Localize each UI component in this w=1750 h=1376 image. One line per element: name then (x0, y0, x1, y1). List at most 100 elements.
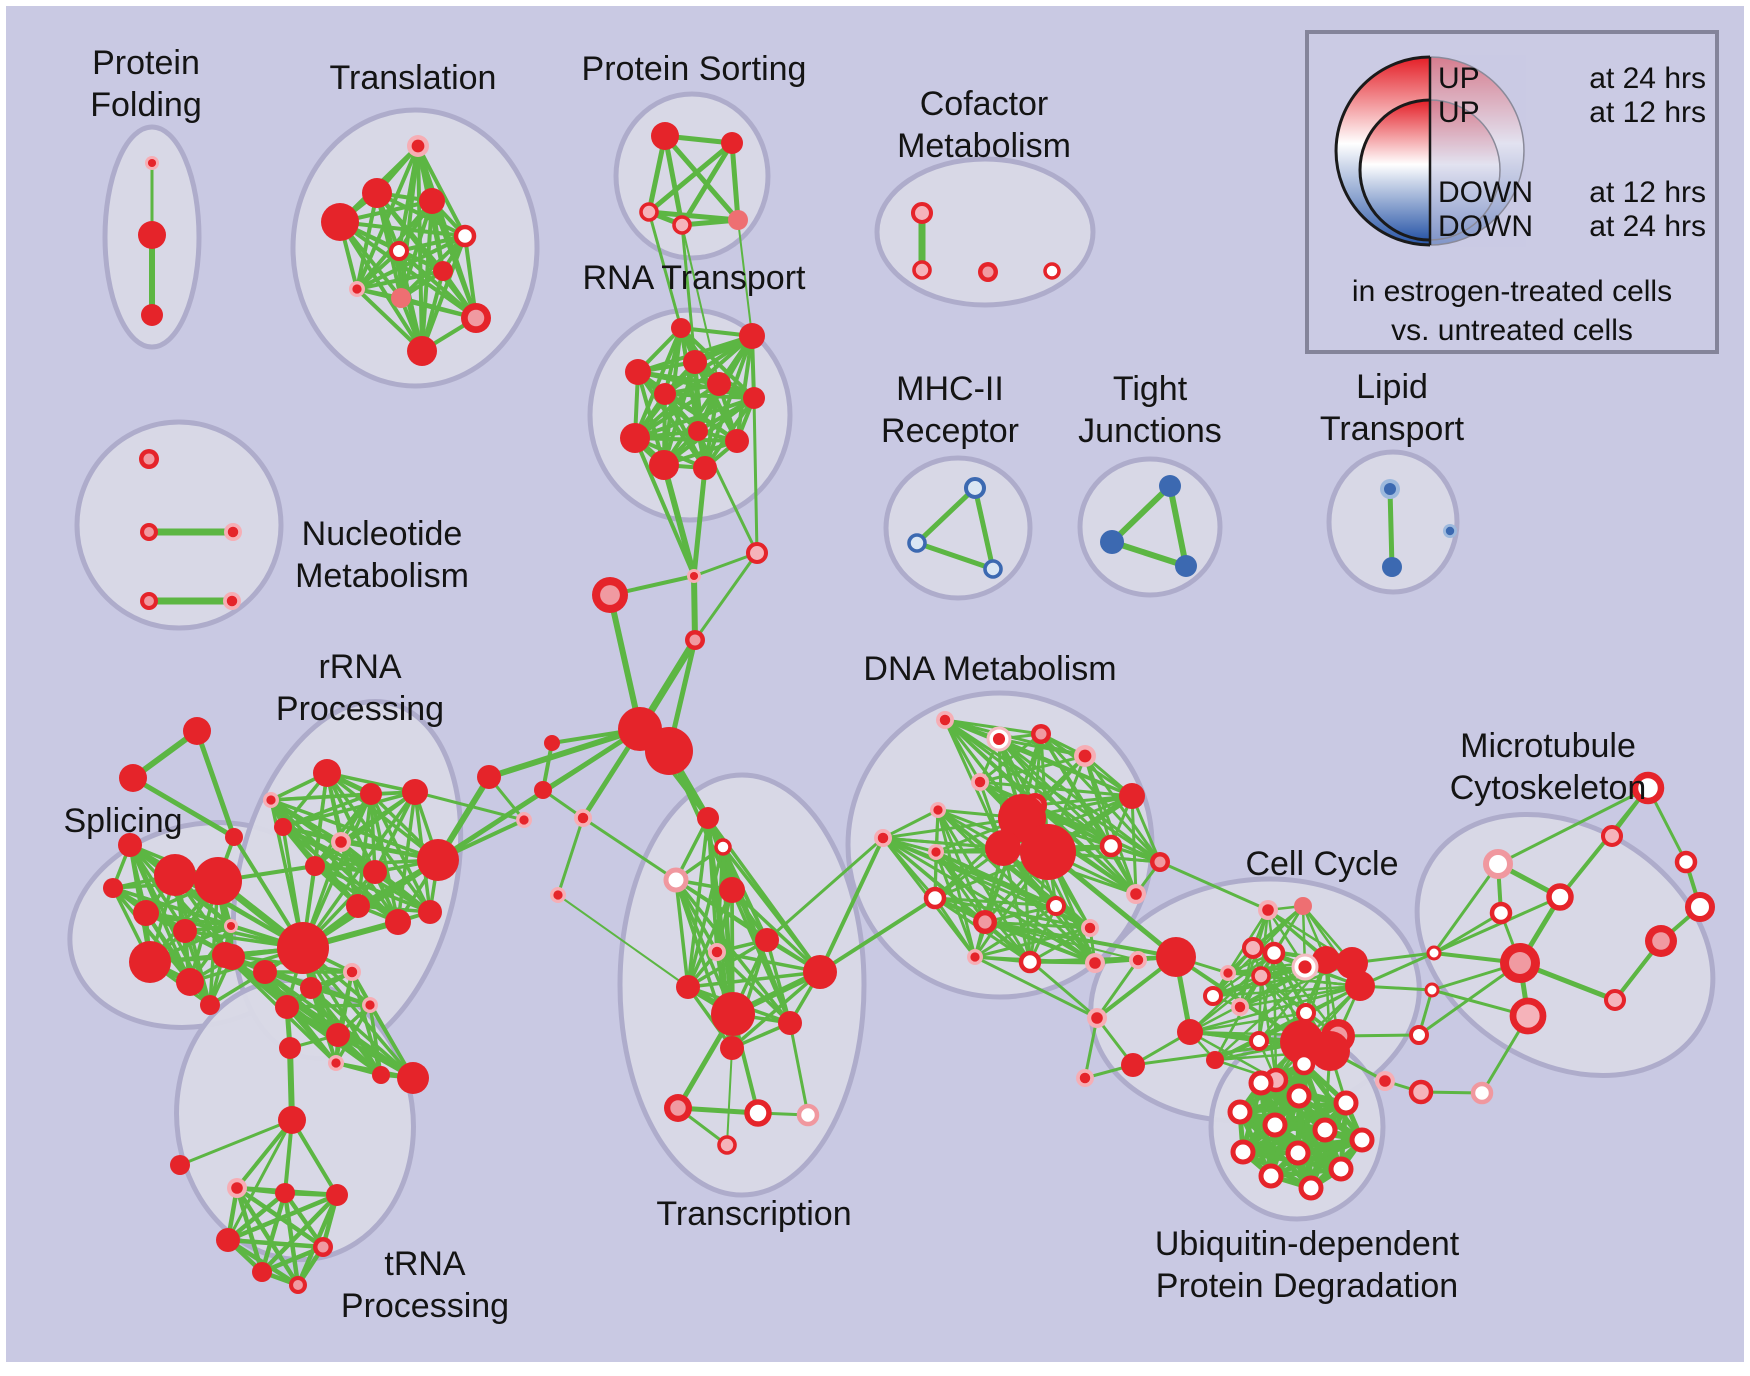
node-st2 (119, 764, 147, 792)
edge (269, 798, 440, 862)
edge (715, 950, 822, 974)
node-b4 (550, 887, 566, 903)
node-pf3 (141, 304, 163, 326)
edge (1033, 803, 1162, 864)
node-d6 (930, 802, 946, 818)
node-s3 (639, 202, 659, 222)
edge (752, 396, 759, 555)
node-r9 (688, 421, 708, 441)
node-d7 (874, 829, 892, 847)
edge (1387, 486, 1395, 570)
node-rr11 (274, 818, 292, 836)
edge (430, 199, 478, 320)
edge (933, 896, 1092, 930)
edge (973, 955, 1099, 1020)
edge (226, 1118, 294, 1242)
node-l3 (1382, 557, 1402, 577)
edge (636, 370, 756, 400)
legend-time-up12: at 12 hrs (1589, 96, 1706, 129)
edge (1432, 862, 1500, 955)
cluster-ellipse-microtubule-cytoskeleton (1414, 812, 1716, 1078)
node-m1 (963, 476, 987, 500)
edge (259, 1192, 340, 1275)
edge (334, 1003, 372, 1065)
edge (978, 780, 1134, 798)
node-r5 (707, 372, 731, 396)
node-u7 (1349, 1127, 1375, 1153)
edge (972, 485, 996, 572)
node-cc23 (1121, 1053, 1145, 1077)
edge (983, 920, 1178, 959)
cluster-label-trna-processing: tRNA (384, 1245, 466, 1283)
node-tn6 (326, 1184, 348, 1206)
node-cc2 (1294, 897, 1312, 915)
node-r4 (625, 359, 651, 385)
edge (355, 191, 379, 291)
node-tn7 (216, 1228, 240, 1252)
node-rr6 (363, 860, 387, 884)
edge (765, 938, 792, 1025)
edge (300, 857, 441, 951)
node-tc8 (803, 955, 837, 989)
edge (1188, 984, 1362, 1034)
node-n1 (139, 449, 159, 469)
node-tn3 (170, 1155, 190, 1175)
edge (633, 436, 696, 578)
edge (696, 429, 759, 555)
cluster-label-rna-transport: RNA Transport (583, 259, 807, 297)
edge (973, 926, 1092, 959)
node-r8 (620, 423, 650, 453)
node-cc15 (1291, 953, 1319, 981)
node-rr1 (313, 759, 341, 787)
edge (692, 551, 759, 578)
node-rr15 (300, 977, 322, 999)
node-cc19 (1203, 986, 1223, 1006)
edge (983, 904, 1058, 924)
node-rr2 (360, 783, 382, 805)
node-d18 (1081, 919, 1099, 937)
node-cc7 (1312, 946, 1340, 974)
edge (259, 1244, 326, 1275)
edge (729, 140, 741, 223)
nodes-layer (103, 122, 1715, 1294)
cluster-label-ubiquitin-degradation: Protein Degradation (1156, 1267, 1458, 1305)
node-st1 (183, 717, 211, 745)
edge (369, 792, 400, 924)
node-st3 (225, 828, 243, 846)
node-l1 (1380, 479, 1400, 499)
node-rr7 (417, 839, 459, 881)
cluster-label-protein-sorting: Protein Sorting (582, 50, 807, 88)
node-d8 (928, 844, 944, 860)
node-b3 (574, 809, 592, 827)
node-u1 (1248, 1070, 1274, 1096)
edge (1028, 926, 1092, 964)
edge (633, 326, 683, 440)
cluster-label-translation: Translation (330, 59, 497, 97)
cluster-label-nucleotide-metabolism: Metabolism (295, 557, 469, 595)
node-t11 (407, 336, 437, 366)
edge (285, 1005, 338, 1065)
edge (420, 234, 467, 353)
node-b5 (477, 765, 501, 789)
node-tc7 (676, 975, 700, 999)
node-t5 (453, 224, 477, 248)
cluster-label-splicing: Splicing (63, 802, 182, 840)
edge (730, 970, 822, 1050)
edge (679, 140, 735, 228)
node-tc14 (796, 1103, 820, 1127)
cluster-label-mhc-ii-receptor: Receptor (881, 412, 1019, 450)
node-tn5 (275, 1183, 295, 1203)
edge (984, 921, 1139, 961)
node-pf1 (145, 156, 159, 170)
node-cc1 (1258, 900, 1278, 920)
edge (1095, 958, 1140, 1020)
network-layer: Protein Folding Translation Protein Sorting… (63, 44, 1716, 1325)
node-v2 (1408, 1079, 1434, 1105)
edge (693, 551, 759, 642)
node-d4 (936, 711, 954, 729)
cluster-ellipse-tight-junctions (1077, 456, 1223, 598)
edge (290, 1118, 339, 1197)
edge (128, 843, 187, 933)
node-v1 (1375, 1071, 1395, 1091)
